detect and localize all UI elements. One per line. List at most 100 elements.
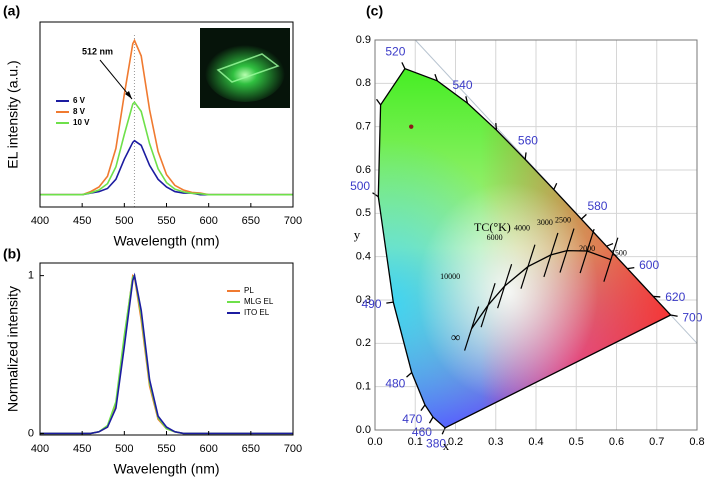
legend-label: 8 V <box>73 107 86 116</box>
x-tick-label: 450 <box>73 215 91 227</box>
locus-tick <box>580 213 587 220</box>
y-tick-label: 1 <box>28 270 34 282</box>
y-axis-label: Normalized intensity <box>5 286 21 412</box>
series-line <box>40 100 293 196</box>
locus-tick <box>606 242 614 247</box>
temperature-label: 2000 <box>579 244 595 253</box>
x-tick-label: 0.7 <box>649 436 664 448</box>
panel-label: (c) <box>366 3 383 19</box>
y-tick-label: 0.5 <box>356 207 371 219</box>
x-axis-label: x <box>443 438 450 453</box>
isotherm <box>543 232 559 278</box>
wavelength-label: 520 <box>385 45 405 59</box>
y-axis-label: EL intensity (a.u.) <box>5 60 21 168</box>
arrow-head <box>125 91 132 99</box>
legend-label: MLG EL <box>244 297 274 306</box>
panel-label: (a) <box>3 3 20 19</box>
locus-tick <box>524 152 527 160</box>
x-tick-label: 700 <box>284 443 302 455</box>
x-tick-label: 600 <box>199 443 217 455</box>
locus-tick <box>401 62 406 69</box>
data-point <box>409 124 414 129</box>
planck-title: TC(°K) <box>474 220 511 234</box>
isotherm <box>464 306 480 351</box>
locus-tick <box>465 96 469 104</box>
x-tick-label: 0.5 <box>569 436 584 448</box>
locus-tick <box>553 183 558 190</box>
x-tick-label: 0.0 <box>367 436 382 448</box>
temperature-label: 1500 <box>611 249 627 258</box>
locus-tick <box>670 314 678 317</box>
x-tick-label: 0.6 <box>609 436 624 448</box>
isotherm <box>520 244 536 289</box>
x-tick-label: 700 <box>284 215 302 227</box>
locus-tick <box>441 427 446 435</box>
x-tick-label: 550 <box>157 443 175 455</box>
gamut-fill <box>378 68 671 428</box>
x-tick-label: 0.3 <box>488 436 503 448</box>
x-tick-label: 500 <box>115 215 133 227</box>
wavelength-label: 460 <box>412 425 432 439</box>
inset-photo <box>200 28 290 108</box>
y-tick-label: 0.8 <box>356 77 371 89</box>
wavelength-label: 700 <box>682 310 702 324</box>
wavelength-label: 480 <box>385 377 405 391</box>
x-axis-label: Wavelength (nm) <box>113 461 219 477</box>
x-tick-label: 650 <box>242 215 260 227</box>
y-tick-label: 0.4 <box>356 251 371 263</box>
wavelength-label: 600 <box>639 258 659 272</box>
temperature-label: ∞ <box>451 330 460 345</box>
annotation-arrow <box>99 59 133 100</box>
x-tick-label: 550 <box>157 215 175 227</box>
isotherm <box>497 263 513 309</box>
wavelength-label: 540 <box>452 78 472 92</box>
isotherm <box>480 283 496 328</box>
isotherm <box>579 228 595 274</box>
y-tick-label: 0 <box>28 427 34 439</box>
x-tick-label: 0.1 <box>408 436 423 448</box>
locus-tick <box>376 98 382 106</box>
x-tick-label: 500 <box>115 443 133 455</box>
x-tick-label: 400 <box>31 215 49 227</box>
x-tick-label: 600 <box>199 215 217 227</box>
y-tick-label: 0.1 <box>356 381 371 393</box>
legend-label: 10 V <box>73 118 90 127</box>
wavelength-label: 620 <box>665 290 685 304</box>
locus-tick <box>627 266 635 270</box>
y-tick-label: 0.3 <box>356 294 371 306</box>
x-tick-label: 450 <box>73 443 91 455</box>
x-tick-label: 650 <box>242 443 260 455</box>
y-tick-label: 0.2 <box>356 337 371 349</box>
temperature-label: 6000 <box>487 233 503 242</box>
y-tick-label: 0.7 <box>356 121 371 133</box>
wavelength-label: 560 <box>518 134 538 148</box>
planckian-locus <box>471 249 612 329</box>
gamut-layer <box>378 68 671 428</box>
axes-frame <box>374 39 698 431</box>
series-line <box>40 272 293 435</box>
locus-tick <box>406 372 413 378</box>
wavelength-label: 490 <box>361 297 381 311</box>
annotation: 512 nm <box>82 46 113 56</box>
y-tick-label: 0.9 <box>356 34 371 46</box>
wavelength-label: 380 <box>426 436 446 450</box>
temperature-label: 4000 <box>514 223 530 232</box>
locus-tick <box>434 73 438 81</box>
x-tick-label: 0.4 <box>528 436 543 448</box>
legend-label: ITO EL <box>244 308 270 317</box>
locus-tick <box>386 301 394 304</box>
x-tick-label: 0.8 <box>689 436 704 448</box>
y-tick-label: 0.6 <box>356 164 371 176</box>
locus-tick <box>428 416 434 424</box>
legend-label: PL <box>244 286 254 295</box>
x-axis-label: Wavelength (nm) <box>113 233 219 249</box>
isotherm <box>603 237 619 282</box>
series-line <box>40 139 293 196</box>
panel-label: (b) <box>3 246 21 262</box>
temperature-label: 10000 <box>440 272 460 281</box>
wavelength-label: 470 <box>402 412 422 426</box>
axes-frame <box>39 262 294 436</box>
locus-tick <box>420 404 426 412</box>
